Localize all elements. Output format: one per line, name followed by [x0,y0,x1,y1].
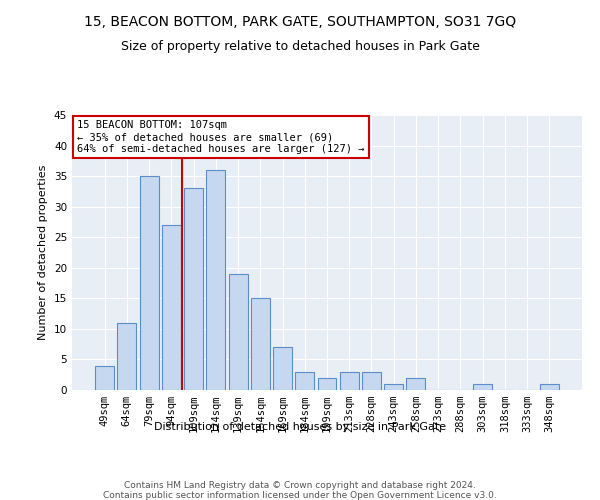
Text: 15 BEACON BOTTOM: 107sqm
← 35% of detached houses are smaller (69)
64% of semi-d: 15 BEACON BOTTOM: 107sqm ← 35% of detach… [77,120,365,154]
Bar [384,384,403,390]
Bar [295,372,314,390]
Bar [162,225,181,390]
Y-axis label: Number of detached properties: Number of detached properties [38,165,49,340]
Bar [118,323,136,390]
Bar [540,384,559,390]
Bar [362,372,381,390]
Bar [317,378,337,390]
Bar [140,176,158,390]
Bar [95,366,114,390]
Bar [184,188,203,390]
Bar [406,378,425,390]
Bar [273,347,292,390]
Text: 15, BEACON BOTTOM, PARK GATE, SOUTHAMPTON, SO31 7GQ: 15, BEACON BOTTOM, PARK GATE, SOUTHAMPTO… [84,15,516,29]
Text: Contains HM Land Registry data © Crown copyright and database right 2024.
Contai: Contains HM Land Registry data © Crown c… [103,480,497,500]
Bar [229,274,248,390]
Bar [340,372,359,390]
Bar [473,384,492,390]
Text: Distribution of detached houses by size in Park Gate: Distribution of detached houses by size … [154,422,446,432]
Text: Size of property relative to detached houses in Park Gate: Size of property relative to detached ho… [121,40,479,53]
Bar [251,298,270,390]
Bar [206,170,225,390]
